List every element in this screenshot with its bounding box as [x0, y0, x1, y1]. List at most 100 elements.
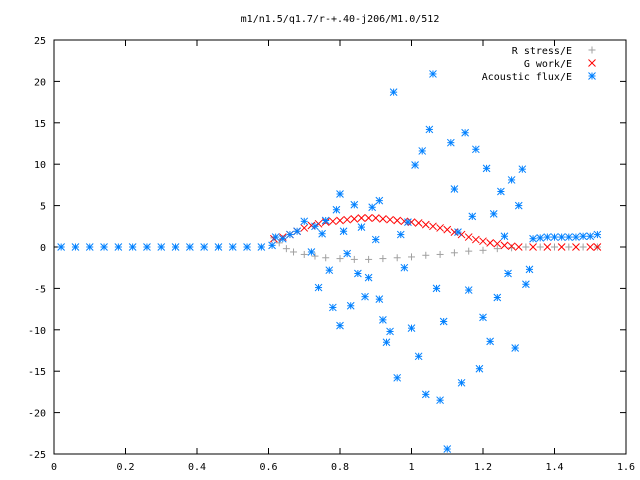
data-point — [379, 316, 387, 324]
data-point — [114, 243, 123, 251]
data-point — [586, 232, 595, 241]
data-point — [393, 373, 402, 382]
legend-label: G work/E — [524, 59, 572, 70]
data-point — [350, 200, 359, 209]
y-tick-label: 5 — [40, 202, 46, 213]
data-point — [322, 254, 330, 262]
data-point — [493, 239, 502, 248]
data-point — [157, 243, 166, 251]
data-point — [522, 243, 530, 251]
data-point — [336, 321, 344, 330]
legend-marker — [588, 59, 596, 67]
data-point — [543, 243, 552, 251]
data-point — [257, 243, 266, 251]
data-point — [518, 165, 527, 174]
x-tick-label: 1.2 — [474, 462, 492, 473]
data-point — [185, 243, 194, 251]
data-point — [572, 233, 580, 241]
data-point — [350, 214, 359, 223]
data-point — [514, 201, 523, 210]
data-point — [128, 243, 137, 251]
data-point — [422, 251, 430, 259]
x-tick-label: 0 — [51, 462, 57, 473]
data-point — [557, 233, 566, 241]
data-point — [332, 205, 341, 214]
data-point — [408, 253, 415, 261]
data-point — [393, 254, 401, 262]
data-point — [371, 214, 380, 222]
data-point — [214, 243, 223, 251]
y-tick-label: 25 — [34, 36, 46, 47]
data-point — [382, 338, 391, 347]
data-point — [379, 214, 387, 223]
data-point — [564, 233, 573, 241]
x-tick-label: 1 — [408, 462, 414, 473]
data-point — [418, 147, 427, 155]
data-point — [475, 364, 484, 373]
data-point — [386, 215, 394, 224]
data-point — [407, 218, 416, 227]
data-point — [271, 233, 280, 241]
data-point — [357, 214, 366, 222]
data-point — [386, 327, 394, 336]
data-point — [307, 248, 316, 256]
data-point — [497, 187, 505, 196]
legend-marker — [588, 72, 596, 80]
data-point — [593, 243, 602, 251]
y-tick-label: -5 — [34, 284, 46, 295]
y-tick-label: -25 — [28, 450, 46, 461]
data-point — [293, 227, 301, 236]
data-point — [300, 250, 308, 258]
data-point — [371, 235, 380, 244]
data-point — [429, 222, 437, 231]
y-tick-label: -20 — [28, 409, 46, 420]
data-point — [468, 212, 477, 221]
data-point — [328, 217, 337, 226]
data-point — [364, 273, 373, 282]
data-point — [282, 245, 290, 253]
data-point — [336, 216, 344, 225]
data-point — [543, 233, 552, 241]
data-point — [290, 248, 298, 256]
data-point — [450, 185, 459, 193]
data-point — [414, 219, 423, 227]
data-point — [500, 241, 509, 250]
x-tick-label: 1.4 — [545, 462, 563, 473]
y-tick-label: 10 — [34, 160, 46, 171]
x-tick-label: 1.6 — [617, 462, 635, 473]
data-point — [421, 220, 430, 229]
data-point — [479, 237, 487, 246]
legend-marker — [588, 46, 596, 54]
x-tick-label: 0.6 — [259, 462, 277, 473]
data-point — [446, 138, 455, 147]
data-point — [100, 243, 108, 251]
data-point — [200, 243, 209, 251]
x-tick-label: 0.2 — [116, 462, 134, 473]
y-tick-label: 20 — [34, 77, 46, 88]
data-point — [482, 164, 491, 173]
data-point — [439, 317, 448, 326]
data-point — [354, 269, 362, 278]
data-point — [536, 243, 544, 251]
data-point — [572, 243, 580, 251]
data-point — [486, 337, 495, 346]
data-point — [479, 246, 487, 254]
data-point — [586, 243, 595, 251]
x-tick-label: 0.4 — [188, 462, 206, 473]
series-3 — [57, 70, 602, 453]
y-tick-label: 15 — [34, 119, 46, 130]
data-point — [471, 235, 480, 244]
chart-title: m1/n1.5/q1.7/r-+.40-j206/M1.0/512 — [241, 14, 440, 25]
data-point — [429, 70, 437, 78]
data-point — [529, 243, 537, 251]
data-point — [364, 214, 373, 222]
data-point — [268, 241, 276, 250]
data-point — [579, 243, 587, 251]
y-tick-label: -10 — [28, 326, 46, 337]
data-point — [336, 190, 344, 198]
data-point — [507, 242, 516, 251]
data-point — [278, 234, 287, 243]
data-point — [436, 250, 444, 258]
data-point — [361, 292, 369, 301]
